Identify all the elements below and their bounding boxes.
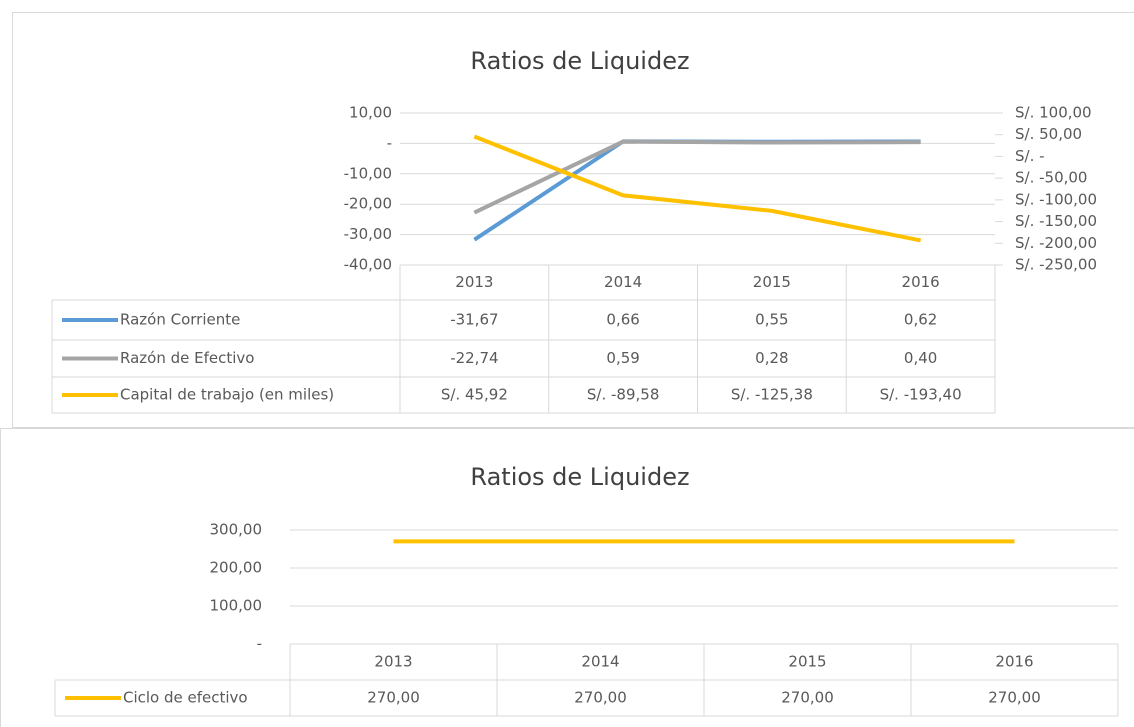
y-tick-label: -20,00	[344, 195, 392, 213]
y2-tick-label: S/. -200,00	[1015, 234, 1097, 252]
y-tick-label: -	[387, 134, 392, 152]
x-tick-label: 2015	[788, 653, 826, 671]
data-label: 0,62	[904, 311, 937, 329]
chart-frame	[12, 12, 1134, 428]
legend-label: Razón Corriente	[120, 311, 240, 329]
x-tick-label: 2014	[604, 273, 642, 291]
data-label: 0,66	[606, 311, 639, 329]
y2-tick-label: S/. -100,00	[1015, 190, 1097, 208]
data-label: 270,00	[988, 689, 1041, 707]
data-label: S/. -89,58	[587, 386, 659, 404]
legend-label: Ciclo de efectivo	[123, 689, 248, 707]
data-label: -22,74	[450, 349, 498, 367]
data-label: S/. 45,92	[441, 386, 508, 404]
x-tick-label: 2013	[374, 653, 412, 671]
data-label: -31,67	[450, 311, 498, 329]
x-tick-label: 2013	[455, 273, 493, 291]
legend-label: Capital de trabajo (en miles)	[120, 386, 334, 404]
y-tick-label: 10,00	[349, 104, 392, 122]
chart-title: Ratios de Liquidez	[470, 47, 689, 75]
data-label: S/. -193,40	[880, 386, 962, 404]
y2-tick-label: S/. 100,00	[1015, 104, 1092, 122]
series-line	[473, 139, 921, 215]
x-tick-label: 2015	[753, 273, 791, 291]
x-tick-label: 2016	[995, 653, 1033, 671]
data-label: 0,55	[755, 311, 788, 329]
data-label: 270,00	[574, 689, 627, 707]
y-tick-label: -30,00	[344, 225, 392, 243]
y-tick-label: 200,00	[210, 559, 263, 577]
y-tick-label: 300,00	[210, 521, 263, 539]
data-label: 270,00	[367, 689, 420, 707]
x-tick-label: 2014	[581, 653, 619, 671]
y2-tick-label: S/. -250,00	[1015, 256, 1097, 274]
data-label: 0,59	[606, 349, 639, 367]
y2-tick-label: S/. -50,00	[1015, 169, 1087, 187]
y2-tick-label: S/. -	[1015, 147, 1045, 165]
x-tick-label: 2016	[902, 273, 940, 291]
data-label: S/. -125,38	[731, 386, 813, 404]
y-tick-label: -	[257, 635, 262, 653]
data-label: 0,40	[904, 349, 937, 367]
y-tick-label: -10,00	[344, 164, 392, 182]
series-line	[473, 134, 922, 243]
chart-title: Ratios de Liquidez	[470, 463, 689, 491]
legend-label: Razón de Efectivo	[120, 349, 254, 367]
y-tick-label: 100,00	[210, 597, 263, 615]
data-label: 270,00	[781, 689, 834, 707]
y-tick-label: -40,00	[344, 256, 392, 274]
chart-frame	[0, 428, 1134, 727]
y2-tick-label: S/. 50,00	[1015, 125, 1082, 143]
data-label: 0,28	[755, 349, 788, 367]
y2-tick-label: S/. -150,00	[1015, 212, 1097, 230]
